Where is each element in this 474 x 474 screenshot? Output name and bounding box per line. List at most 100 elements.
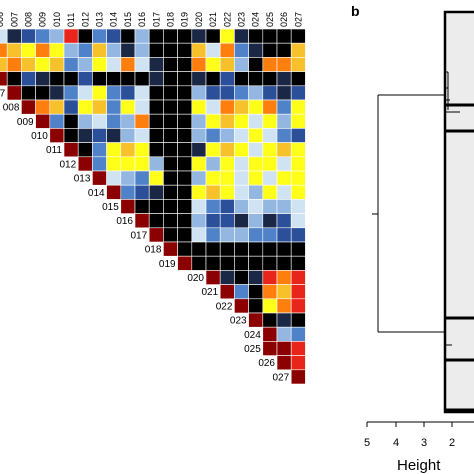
row-label: 021 — [202, 287, 219, 298]
heatmap-cell — [148, 213, 164, 229]
heatmap-cell — [177, 255, 193, 271]
heatmap-cell — [21, 28, 36, 44]
heatmap-cell — [290, 227, 306, 243]
heatmap-cell — [177, 241, 193, 257]
heatmap-cell — [120, 128, 136, 143]
heatmap-cell — [248, 156, 264, 172]
heatmap-cell — [6, 28, 22, 44]
row-label: 022 — [216, 301, 233, 312]
heatmap-cell — [191, 255, 207, 271]
heatmap-cell — [234, 85, 249, 101]
heatmap-cell — [276, 156, 292, 172]
heatmap-cell — [234, 99, 249, 115]
heatmap-cell — [106, 156, 122, 172]
heatmap-cell — [77, 156, 93, 172]
heatmap-cell — [290, 57, 306, 72]
heatmap-cell — [163, 241, 178, 257]
heatmap-cell — [148, 71, 164, 87]
heatmap-cell — [262, 128, 278, 143]
heatmap-cell — [77, 28, 93, 44]
column-label: 009 — [38, 12, 48, 27]
heatmap-cell — [219, 99, 235, 115]
heatmap-cell — [106, 28, 122, 44]
heatmap-cell — [276, 255, 292, 271]
heatmap-cell — [276, 326, 292, 342]
heatmap-cell — [276, 85, 292, 101]
heatmap-cell — [276, 213, 292, 229]
row-label: 015 — [102, 202, 119, 213]
heatmap-cell — [163, 227, 178, 243]
heatmap-cell — [120, 170, 136, 186]
heatmap-cell — [134, 142, 150, 158]
heatmap-cell — [262, 142, 278, 158]
heatmap-cell — [262, 42, 278, 58]
heatmap-cell — [205, 113, 221, 129]
heatmap-cell — [205, 85, 221, 101]
heatmap-cell — [248, 85, 264, 101]
heatmap-cell — [92, 28, 107, 44]
heatmap-cell — [77, 57, 93, 72]
heatmap-cell — [106, 128, 122, 143]
heatmap-cell — [219, 170, 235, 186]
heatmap-cell — [77, 99, 93, 115]
heatmap-cell — [262, 227, 278, 243]
heatmap-cell — [219, 128, 235, 143]
heatmap-cell — [290, 170, 306, 186]
heatmap-cell — [276, 71, 292, 87]
row-label: 011 — [46, 145, 62, 156]
heatmap-cell — [219, 113, 235, 129]
heatmap-cell — [234, 255, 249, 271]
heatmap-cell — [134, 85, 150, 101]
heatmap-cell — [92, 170, 107, 186]
heatmap-cell — [35, 57, 51, 72]
heatmap-cell — [106, 85, 122, 101]
heatmap-cell — [191, 241, 207, 257]
heatmap-cell — [49, 113, 65, 129]
heatmap-cell — [148, 227, 164, 243]
heatmap-cell — [262, 199, 278, 214]
heatmap-cell — [262, 255, 278, 271]
column-label: 014 — [109, 12, 119, 27]
heatmap-cell — [134, 99, 150, 115]
heatmap-cell — [163, 57, 178, 72]
heatmap-cell — [77, 85, 93, 101]
heatmap-cell — [276, 142, 292, 158]
heatmap-cell — [120, 42, 136, 58]
column-label: 020 — [194, 12, 204, 27]
heatmap-cell — [234, 170, 249, 186]
heatmap-cell — [21, 71, 36, 87]
heatmap-cell — [205, 199, 221, 214]
heatmap-cell — [290, 369, 306, 385]
row-label: 018 — [145, 245, 162, 256]
heatmap-cell — [234, 113, 249, 129]
heatmap-cell — [205, 28, 221, 44]
heatmap-cell — [290, 241, 306, 257]
column-label: 027 — [293, 12, 303, 27]
heatmap-cell — [248, 170, 264, 186]
heatmap-cell — [290, 355, 306, 371]
heatmap-cell — [262, 57, 278, 72]
heatmap-cell — [106, 142, 122, 158]
heatmap-cell — [177, 213, 193, 229]
height-axis-tick-label: 4 — [393, 437, 399, 449]
heatmap-cell — [290, 85, 306, 101]
heatmap-cell — [134, 113, 150, 129]
heatmap-cell — [290, 142, 306, 158]
heatmap-cell — [262, 85, 278, 101]
heatmap-cell — [106, 184, 122, 200]
heatmap-cell — [77, 142, 93, 158]
heatmap-cell — [177, 71, 193, 87]
heatmap-cell — [35, 71, 51, 87]
heatmap-cell — [205, 99, 221, 115]
heatmap-cell — [134, 199, 150, 214]
heatmap-cell — [148, 199, 164, 214]
heatmap-cell — [63, 71, 79, 87]
heatmap-cell — [191, 71, 207, 87]
column-labels: 006 007 008 009 010 011 012 013 014 015 016 017 018 0… — [0, 12, 303, 27]
heatmap-cell — [163, 184, 178, 200]
heatmap-cell — [177, 128, 193, 143]
heatmap-cell — [0, 71, 8, 87]
heatmap-cell — [276, 341, 292, 356]
heatmap-cell — [248, 184, 264, 200]
column-label: 017 — [151, 12, 161, 27]
